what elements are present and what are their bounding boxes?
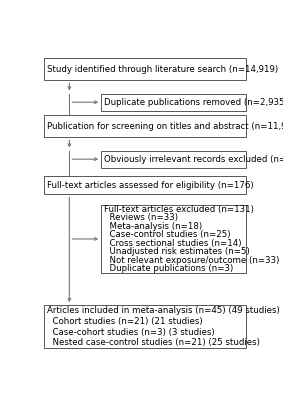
Text: Unadjusted risk estimates (n=5): Unadjusted risk estimates (n=5) (104, 247, 250, 256)
FancyBboxPatch shape (101, 94, 246, 110)
Text: Duplicate publications removed (n=2,935): Duplicate publications removed (n=2,935) (104, 98, 283, 106)
FancyBboxPatch shape (101, 150, 246, 168)
Text: Duplicate publications (n=3): Duplicate publications (n=3) (104, 264, 233, 273)
Text: Study identified through literature search (n=14,919): Study identified through literature sear… (47, 65, 278, 74)
Text: Cohort studies (n=21) (21 studies): Cohort studies (n=21) (21 studies) (47, 317, 202, 326)
Text: Full-text articles excluded (n=131): Full-text articles excluded (n=131) (104, 205, 254, 214)
Text: Nested case-control studies (n=21) (25 studies): Nested case-control studies (n=21) (25 s… (47, 338, 260, 348)
Text: Case-control studies (n=25): Case-control studies (n=25) (104, 230, 230, 239)
Text: Articles included in meta-analysis (n=45) (49 studies): Articles included in meta-analysis (n=45… (47, 306, 280, 315)
FancyBboxPatch shape (44, 176, 246, 194)
Text: Case-cohort studies (n=3) (3 studies): Case-cohort studies (n=3) (3 studies) (47, 328, 215, 337)
FancyBboxPatch shape (44, 305, 246, 348)
FancyBboxPatch shape (44, 58, 246, 80)
Text: Not relevant exposure/outcome (n=33): Not relevant exposure/outcome (n=33) (104, 256, 279, 265)
FancyBboxPatch shape (101, 205, 246, 273)
Text: Publication for screening on titles and abstract (n=11,984): Publication for screening on titles and … (47, 122, 283, 131)
Text: Reviews (n=33): Reviews (n=33) (104, 213, 178, 222)
Text: Full-text articles assessed for eligibility (n=176): Full-text articles assessed for eligibil… (47, 180, 253, 190)
Text: Cross sectional studies (n=14): Cross sectional studies (n=14) (104, 239, 241, 248)
Text: Meta-analysis (n=18): Meta-analysis (n=18) (104, 222, 202, 231)
Text: Obviously irrelevant records excluded (n=11,808): Obviously irrelevant records excluded (n… (104, 154, 283, 164)
FancyBboxPatch shape (44, 115, 246, 137)
